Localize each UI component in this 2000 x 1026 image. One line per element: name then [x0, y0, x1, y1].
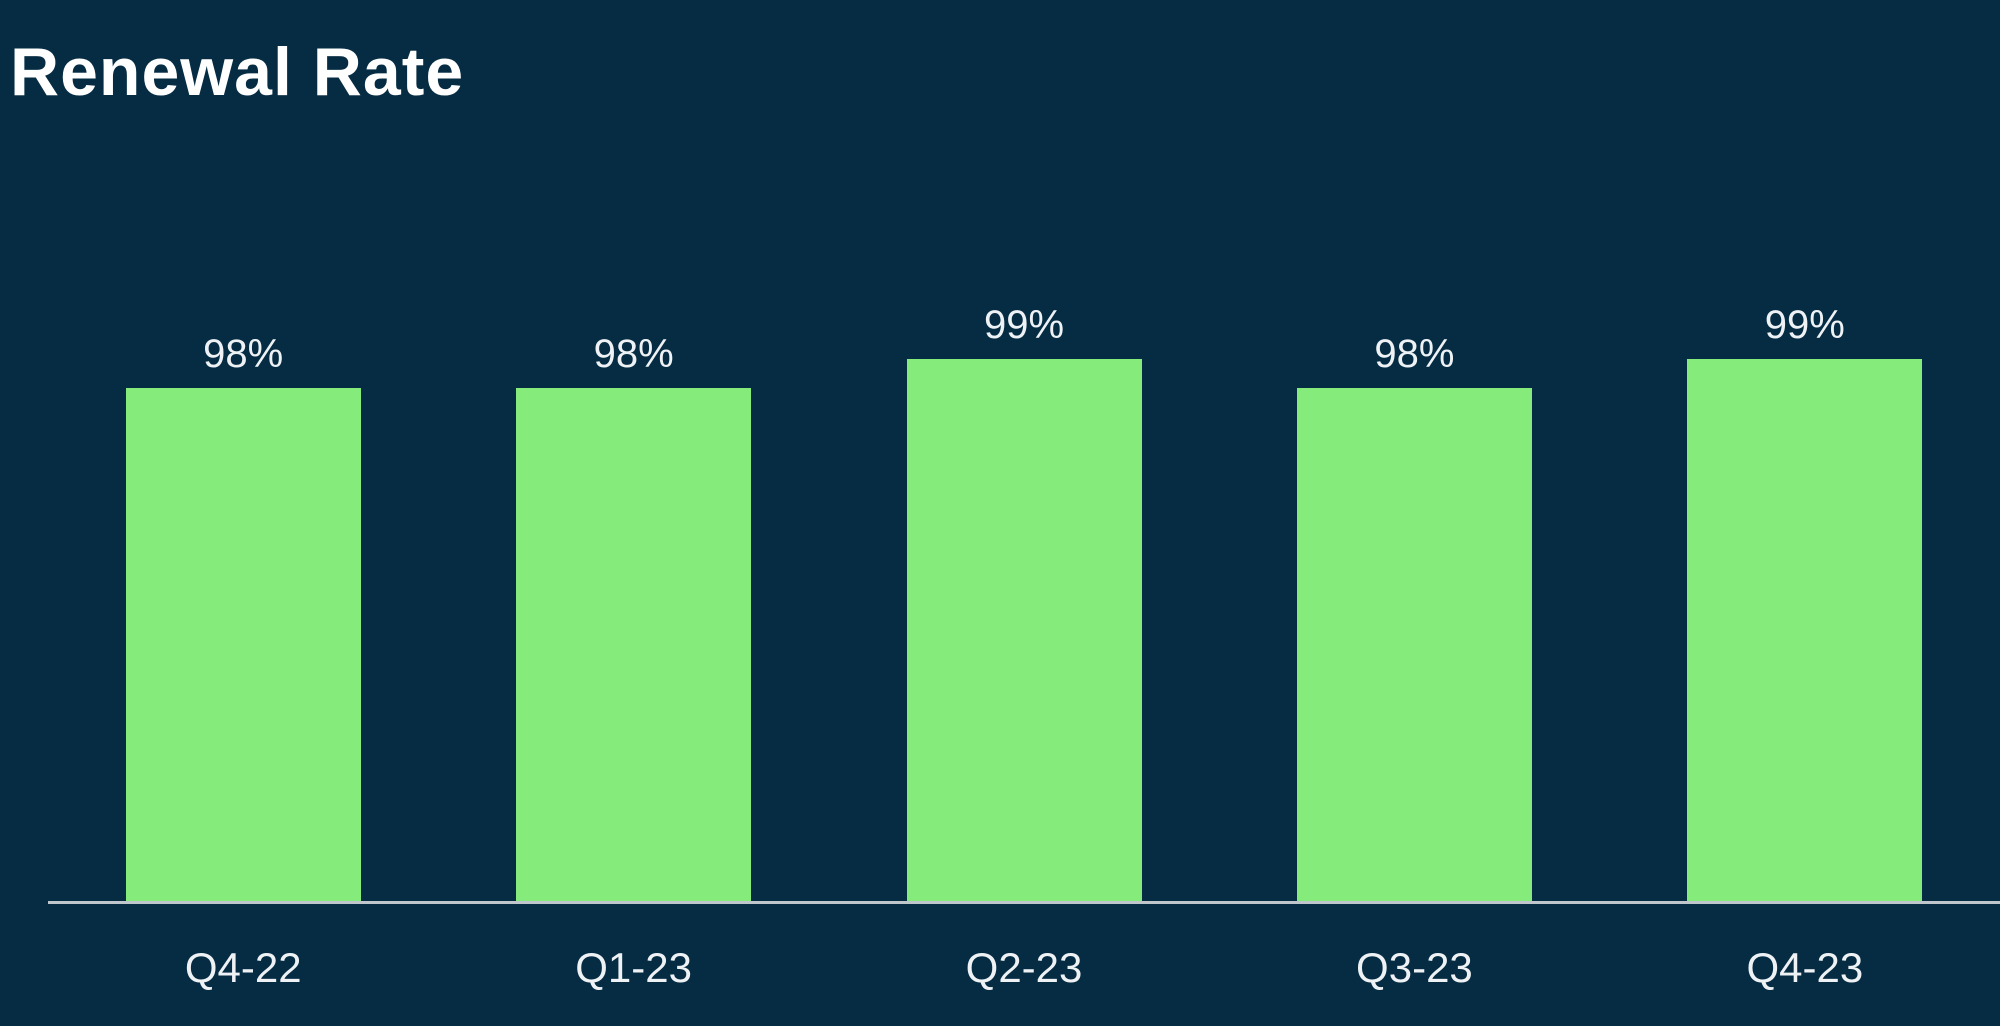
bar-chart: 98% Q4-22 98% Q1-23 99% Q2-23 98% Q3-23 …: [48, 0, 2000, 989]
bar-group: 98% Q1-23: [438, 0, 828, 989]
x-axis-tick-label: Q3-23: [1356, 944, 1473, 991]
bar: [1296, 388, 1532, 901]
bar-value-label: 98%: [593, 332, 674, 376]
bar-value-label: 98%: [203, 332, 284, 376]
bar-group: 99% Q2-23: [829, 0, 1219, 989]
bar-group: 98% Q4-22: [48, 0, 438, 989]
x-axis-tick-label: Q4-23: [1746, 944, 1864, 991]
chart-title: Renewal Rate: [10, 34, 465, 110]
x-axis-tick-label: Q4-22: [184, 944, 302, 991]
bar-value-label: 98%: [1374, 332, 1455, 376]
bar: [906, 359, 1142, 901]
bar: [1687, 359, 1923, 901]
bar-group: 98% Q3-23: [1219, 0, 1609, 989]
bar: [125, 388, 361, 901]
x-axis-tick-label: Q1-23: [575, 944, 692, 991]
bar-group: 99% Q4-23: [1610, 0, 2000, 989]
bar: [516, 388, 752, 901]
x-axis-tick-label: Q2-23: [965, 944, 1083, 991]
bar-value-label: 99%: [983, 303, 1065, 347]
bar-value-label: 99%: [1764, 303, 1845, 347]
